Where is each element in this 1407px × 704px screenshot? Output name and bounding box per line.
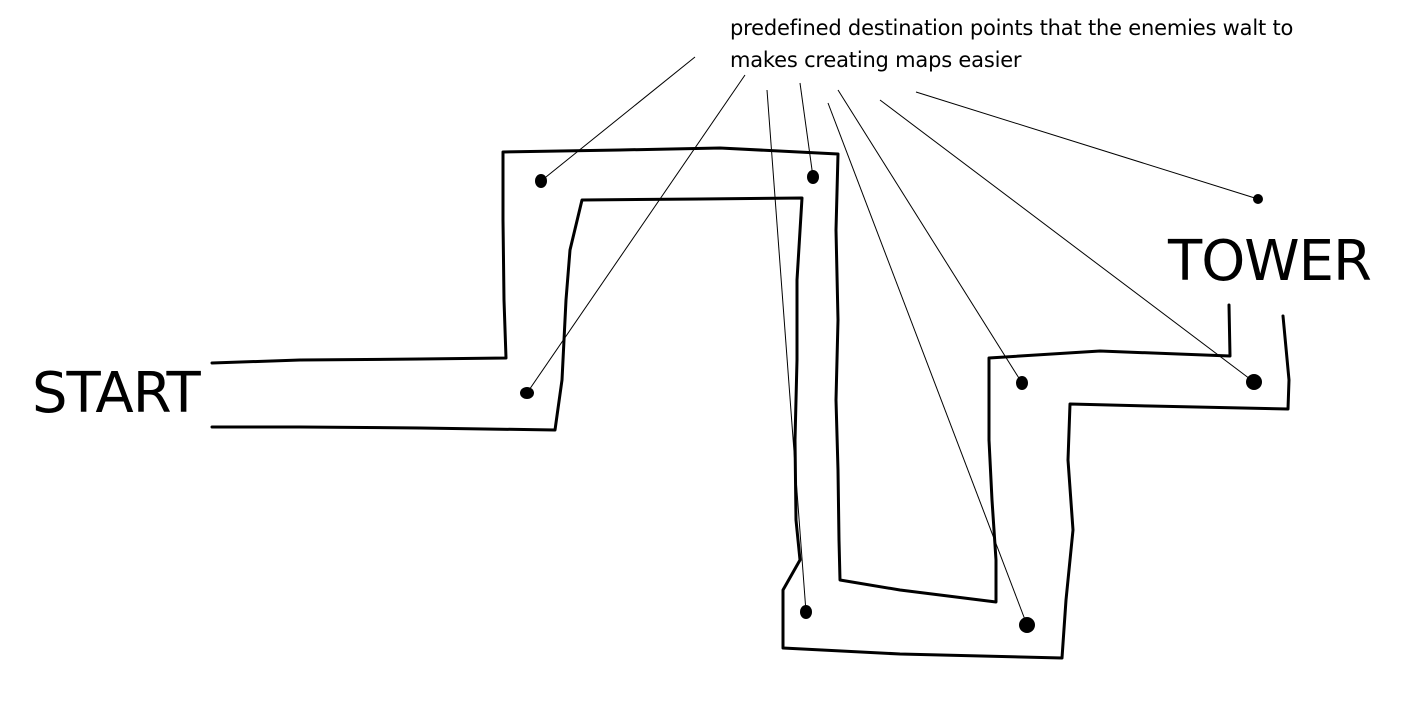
destination-point	[1016, 376, 1028, 390]
tower-label: TOWER	[1168, 229, 1372, 294]
destination-points	[520, 170, 1263, 633]
leader-line	[915, 91, 1259, 200]
leader-line	[526, 74, 746, 394]
destination-point	[800, 605, 812, 619]
leader-line	[827, 102, 1028, 626]
leader-line	[799, 82, 814, 178]
path-inner-wall	[210, 196, 1291, 660]
annotation-line-2: makes creating maps easier	[730, 48, 1022, 72]
leader-line	[766, 89, 807, 613]
leader-line	[540, 56, 696, 182]
destination-point	[520, 387, 534, 399]
annotation-line-1: predefined destination points that the e…	[730, 16, 1294, 40]
destination-point	[1253, 194, 1263, 204]
annotation-text: predefined destination points that the e…	[730, 12, 1293, 76]
path-outer-wall	[210, 146, 1232, 604]
destination-point	[1019, 617, 1035, 633]
destination-point	[1246, 374, 1262, 390]
destination-point	[807, 170, 819, 184]
start-label: START	[32, 361, 201, 426]
leader-line	[837, 89, 1023, 384]
leader-line	[879, 99, 1255, 383]
destination-point	[535, 174, 547, 188]
leader-lines	[526, 56, 1259, 626]
